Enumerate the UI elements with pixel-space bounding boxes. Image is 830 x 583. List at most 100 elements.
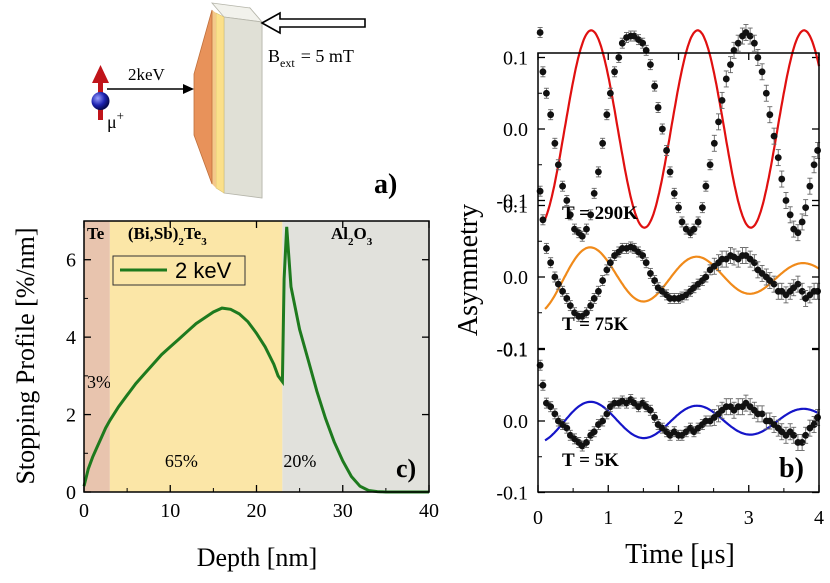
data-point — [647, 61, 654, 69]
data-point — [786, 211, 794, 219]
data-point — [774, 154, 782, 162]
data-point — [599, 417, 607, 425]
b-ytick-label: 0.0 — [503, 411, 528, 433]
data-point — [810, 421, 818, 428]
data-point — [698, 204, 706, 212]
c-xtick-label: 20 — [247, 500, 267, 522]
data-point — [702, 273, 710, 281]
c-ytick-label: 6 — [66, 250, 76, 272]
c-xtick-label: 0 — [79, 500, 89, 522]
data-point — [563, 197, 571, 204]
data-point — [663, 147, 670, 154]
region-fraction-0: 3% — [87, 372, 111, 392]
data-point — [590, 295, 598, 302]
muon-ball-icon — [91, 92, 110, 110]
data-point — [611, 68, 618, 76]
data-point — [794, 280, 802, 288]
c-ytick-label: 4 — [66, 327, 76, 349]
b-subpanels: -0.10.00.1T = 290K-0.10.00.1T = 75K-0.10… — [496, 24, 821, 505]
data-point — [566, 302, 574, 309]
data-point — [702, 182, 710, 190]
b-xtick-label: 3 — [744, 507, 754, 529]
energy-label: 2keV — [128, 65, 166, 84]
data-point — [770, 132, 778, 140]
data-point — [543, 245, 550, 252]
data-point — [798, 439, 806, 446]
data-point — [578, 232, 586, 240]
data-point — [551, 139, 559, 147]
data-point — [539, 216, 547, 224]
data-point — [647, 270, 654, 277]
panel-b-label: b) — [779, 453, 804, 484]
data-point — [559, 182, 566, 190]
b-xticks: 0 1 2 3 4 — [533, 53, 824, 529]
data-point — [798, 287, 806, 295]
data-point — [543, 89, 550, 97]
fit-curve-0 — [543, 29, 821, 229]
b-xlabel: Time [μs] — [625, 539, 735, 570]
bisbte-layer — [215, 12, 225, 194]
b-ytick-label: 0.1 — [503, 340, 528, 362]
b-xtick-label: 0 — [533, 507, 543, 529]
data-point — [654, 104, 662, 111]
b-xtick-label: 4 — [814, 507, 824, 529]
al2o3-layer — [223, 16, 263, 199]
c-ytick-label: 2 — [66, 405, 76, 427]
data-point — [750, 259, 758, 267]
data-point — [730, 46, 738, 54]
legend: 2 keV — [112, 255, 246, 286]
data-point — [595, 287, 602, 295]
data-point — [806, 182, 814, 190]
data-point — [606, 259, 614, 267]
data-point — [642, 259, 650, 267]
temperature-label-2: T = 5K — [562, 450, 619, 471]
data-point — [770, 280, 778, 288]
data-point — [798, 218, 806, 226]
data-point — [666, 168, 674, 176]
data-point — [615, 54, 623, 61]
data-point — [647, 406, 654, 414]
c-xtick-label: 10 — [160, 500, 180, 522]
series-line-2kev — [82, 226, 429, 494]
panel-a-label: a) — [374, 169, 397, 200]
data-point — [790, 431, 798, 439]
data-point — [758, 410, 766, 418]
data-point — [782, 197, 790, 204]
data-point — [658, 125, 666, 133]
spin-arrow-icon — [92, 65, 109, 83]
data-point — [590, 428, 598, 436]
data-point — [595, 168, 602, 176]
muon-label: μ+ — [107, 108, 124, 132]
asymmetry-chart: -0.10.00.1T = 290K-0.10.00.1T = 75K-0.10… — [453, 24, 824, 570]
b-ytick-label: 0.0 — [503, 267, 528, 289]
data-point — [606, 89, 614, 97]
te-layer — [212, 10, 216, 188]
data-point — [547, 111, 555, 119]
region-fraction-2: 20% — [283, 451, 316, 471]
data-point — [603, 111, 611, 119]
schematic-panel: Bext = 5 mT 2keV μ+ a) — [91, 2, 397, 200]
data-point — [651, 82, 659, 90]
field-arrow-icon — [260, 11, 366, 35]
temperature-label-0: T = 290K — [562, 203, 638, 224]
data-point — [618, 39, 626, 47]
c-plot-frame — [83, 220, 430, 493]
fit-curve-1 — [544, 246, 820, 310]
data-point — [727, 61, 734, 69]
beam-arrow-head-icon — [183, 84, 194, 94]
data-point — [539, 68, 547, 76]
data-point — [754, 54, 762, 61]
panel-c-label: c) — [396, 454, 416, 483]
data-point — [778, 175, 786, 183]
data-point — [539, 381, 547, 389]
c-ticks: 0 10 20 30 40 0 2 4 6 — [66, 221, 439, 522]
data-point — [802, 431, 810, 439]
data-point — [599, 139, 607, 147]
b-ytick-label: 0.1 — [503, 196, 528, 218]
data-point — [746, 32, 754, 40]
data-point — [559, 287, 566, 295]
c-ytick-label: 0 — [66, 482, 76, 504]
data-point — [554, 280, 562, 288]
